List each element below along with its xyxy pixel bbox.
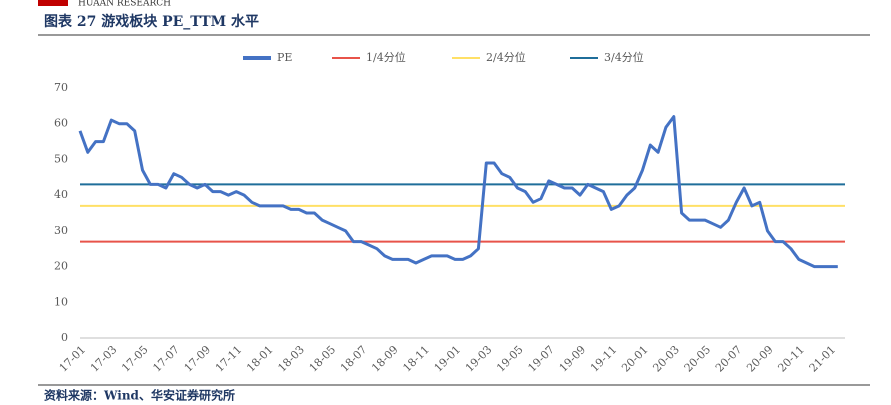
x-tick-label: 17-03 (88, 343, 120, 375)
x-tick-label: 17-07 (150, 343, 182, 375)
x-tick-label: 20-11 (775, 343, 807, 375)
x-tick-label: 18-03 (275, 343, 307, 375)
brand-mark (38, 0, 68, 6)
x-tick-label: 21-01 (807, 343, 839, 375)
y-tick-label: 40 (54, 188, 68, 201)
legend-label: 2/4分位 (486, 50, 526, 64)
x-tick-label: 17-09 (182, 343, 214, 375)
x-tick-label: 17-01 (57, 343, 89, 375)
source: 资料来源：Wind、华安证券研究所 (44, 388, 235, 403)
x-tick-label: 20-03 (650, 343, 682, 375)
legend-label: PE (277, 51, 292, 64)
legend-label: 1/4分位 (366, 50, 406, 64)
brand: HUAAN RESEARCH (78, 0, 171, 9)
x-tick-label: 18-09 (369, 343, 401, 375)
x-tick-label: 19-11 (588, 343, 620, 375)
x-tick-label: 19-03 (463, 343, 495, 375)
x-tick-label: 20-05 (682, 343, 714, 375)
chart-title: 图表 27 游戏板块 PE_TTM 水平 (44, 13, 259, 30)
x-tick-label: 17-05 (119, 343, 151, 375)
y-tick-label: 70 (54, 81, 68, 94)
x-tick-label: 19-01 (432, 343, 464, 375)
x-tick-label: 19-07 (525, 343, 557, 375)
x-tick-label: 20-07 (713, 343, 745, 375)
legend-label: 3/4分位 (604, 50, 644, 64)
x-tick-label: 18-05 (307, 343, 339, 375)
x-tick-label: 18-01 (244, 343, 276, 375)
x-tick-label: 19-09 (557, 343, 589, 375)
x-tick-label: 19-05 (494, 343, 526, 375)
y-tick-label: 60 (54, 117, 68, 130)
y-tick-label: 50 (54, 152, 68, 165)
y-tick-label: 0 (61, 331, 68, 344)
x-tick-label: 20-01 (619, 343, 651, 375)
x-tick-label: 17-11 (213, 343, 245, 375)
y-tick-label: 20 (54, 260, 68, 273)
x-tick-label: 18-11 (400, 343, 432, 375)
y-tick-label: 30 (54, 224, 68, 237)
x-tick-label: 18-07 (338, 343, 370, 375)
pe-line (78, 115, 838, 269)
x-tick-label: 20-09 (744, 343, 776, 375)
y-tick-label: 10 (54, 295, 68, 308)
